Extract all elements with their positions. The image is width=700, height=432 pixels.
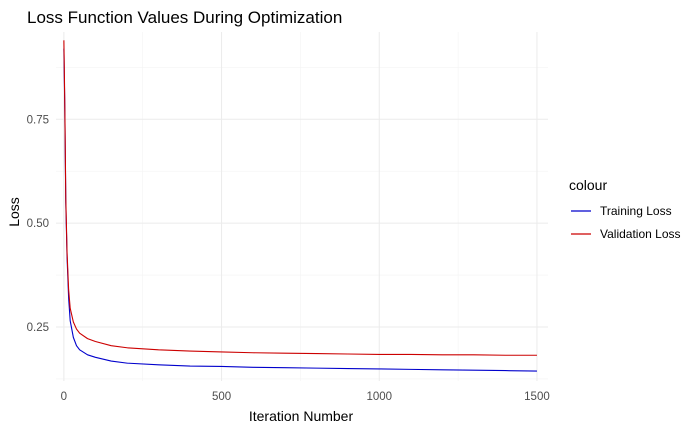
legend-title: colour xyxy=(569,177,607,193)
legend-label: Validation Loss xyxy=(600,227,681,241)
y-tick-label: 0.25 xyxy=(27,322,49,334)
grid xyxy=(56,32,548,381)
x-tick-label: 1000 xyxy=(366,391,392,403)
series-lines xyxy=(63,40,537,372)
series-line-validation-loss xyxy=(63,40,537,356)
y-axis-label: Loss xyxy=(6,197,22,227)
legend: colour Training Loss Validation Loss xyxy=(569,177,681,241)
chart-title: Loss Function Values During Optimization xyxy=(27,8,342,27)
legend-label: Training Loss xyxy=(600,204,672,218)
y-axis-ticks: 0.25 0.50 0.75 xyxy=(27,114,49,334)
y-tick-label: 0.75 xyxy=(27,114,49,126)
y-tick-label: 0.50 xyxy=(27,218,49,230)
x-tick-label: 0 xyxy=(61,391,67,403)
x-axis-ticks: 0 500 1000 1500 xyxy=(61,391,550,403)
x-tick-label: 1500 xyxy=(524,391,550,403)
x-axis-label: Iteration Number xyxy=(249,408,354,424)
x-tick-label: 500 xyxy=(212,391,231,403)
series-line-training-loss xyxy=(63,48,537,372)
